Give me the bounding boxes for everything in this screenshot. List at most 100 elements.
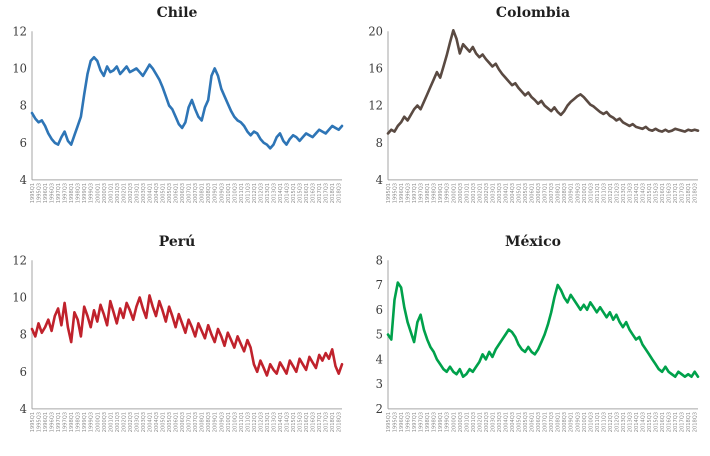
svg-text:1999Q1: 1999Q1	[82, 412, 88, 432]
svg-text:2011Q3: 2011Q3	[245, 183, 251, 203]
svg-text:2003Q1: 2003Q1	[490, 412, 496, 432]
svg-text:2013Q1: 2013Q1	[621, 183, 627, 203]
svg-text:2000Q3: 2000Q3	[102, 412, 108, 432]
svg-text:2004Q3: 2004Q3	[154, 412, 160, 432]
svg-text:2000Q3: 2000Q3	[458, 183, 464, 203]
svg-text:1999Q1: 1999Q1	[82, 183, 88, 203]
svg-text:8: 8	[20, 328, 27, 342]
svg-text:12: 12	[12, 253, 27, 267]
chart-panel-chile: Chile 4 6 8 10 12 1995Q1 1995Q3 1996Q1 1996Q3 199…	[2, 2, 352, 225]
svg-text:2017Q1: 2017Q1	[673, 412, 679, 432]
svg-text:1998Q1: 1998Q1	[425, 183, 431, 203]
svg-text:2002Q1: 2002Q1	[121, 183, 127, 203]
svg-text:2008Q3: 2008Q3	[562, 183, 568, 203]
svg-text:2010Q3: 2010Q3	[588, 183, 594, 203]
svg-text:2017Q1: 2017Q1	[317, 183, 323, 203]
svg-text:1995Q3: 1995Q3	[393, 412, 399, 432]
svg-text:2015Q3: 2015Q3	[298, 183, 304, 203]
svg-text:1999Q3: 1999Q3	[445, 183, 451, 203]
svg-text:2014Q1: 2014Q1	[278, 183, 284, 203]
svg-text:2018Q3: 2018Q3	[337, 183, 343, 203]
svg-text:2010Q3: 2010Q3	[588, 412, 594, 432]
svg-text:2018Q1: 2018Q1	[686, 183, 692, 203]
svg-text:1996Q1: 1996Q1	[43, 412, 49, 432]
svg-text:2009Q3: 2009Q3	[575, 412, 581, 432]
svg-text:2014Q3: 2014Q3	[641, 412, 647, 432]
svg-text:2013Q3: 2013Q3	[272, 412, 278, 432]
svg-text:2001Q3: 2001Q3	[471, 412, 477, 432]
svg-text:2016Q3: 2016Q3	[667, 412, 673, 432]
svg-text:2012Q1: 2012Q1	[252, 412, 258, 432]
svg-text:2010Q1: 2010Q1	[226, 412, 232, 432]
svg-text:2009Q3: 2009Q3	[575, 183, 581, 203]
svg-text:2003Q1: 2003Q1	[490, 183, 496, 203]
svg-text:2017Q3: 2017Q3	[680, 412, 686, 432]
svg-text:1995Q1: 1995Q1	[30, 412, 36, 432]
svg-text:2018Q1: 2018Q1	[330, 412, 336, 432]
svg-text:2012Q1: 2012Q1	[608, 412, 614, 432]
svg-text:2009Q1: 2009Q1	[213, 183, 219, 203]
svg-text:1998Q1: 1998Q1	[69, 183, 75, 203]
svg-text:1999Q3: 1999Q3	[89, 412, 95, 432]
svg-text:1998Q1: 1998Q1	[69, 412, 75, 432]
svg-text:2001Q1: 2001Q1	[464, 183, 470, 203]
svg-text:1995Q3: 1995Q3	[393, 183, 399, 203]
svg-text:4: 4	[376, 352, 383, 366]
svg-text:2016Q3: 2016Q3	[311, 183, 317, 203]
svg-text:2004Q3: 2004Q3	[154, 183, 160, 203]
svg-text:2010Q3: 2010Q3	[232, 183, 238, 203]
svg-text:2004Q3: 2004Q3	[510, 183, 516, 203]
svg-text:2016Q3: 2016Q3	[311, 412, 317, 432]
svg-text:8: 8	[20, 99, 27, 113]
chart-title-peru: Perú	[158, 234, 196, 250]
svg-text:2013Q3: 2013Q3	[628, 183, 634, 203]
svg-text:2002Q3: 2002Q3	[128, 183, 134, 203]
svg-text:1997Q3: 1997Q3	[419, 183, 425, 203]
svg-text:4: 4	[20, 402, 27, 416]
svg-text:1997Q1: 1997Q1	[412, 183, 418, 203]
svg-text:2012Q3: 2012Q3	[258, 412, 264, 432]
svg-text:2015Q3: 2015Q3	[654, 183, 660, 203]
svg-text:1996Q3: 1996Q3	[406, 412, 412, 432]
svg-text:2017Q1: 2017Q1	[673, 183, 679, 203]
svg-text:2005Q1: 2005Q1	[517, 183, 523, 203]
svg-text:2010Q1: 2010Q1	[226, 183, 232, 203]
svg-text:2015Q1: 2015Q1	[291, 412, 297, 432]
svg-text:2009Q1: 2009Q1	[213, 412, 219, 432]
svg-text:8: 8	[376, 136, 383, 150]
svg-text:1999Q3: 1999Q3	[445, 412, 451, 432]
svg-text:2007Q3: 2007Q3	[549, 183, 555, 203]
svg-text:2006Q1: 2006Q1	[530, 183, 536, 203]
svg-text:1996Q3: 1996Q3	[50, 412, 56, 432]
svg-text:2014Q1: 2014Q1	[634, 183, 640, 203]
svg-text:2013Q1: 2013Q1	[265, 183, 271, 203]
svg-text:2005Q1: 2005Q1	[517, 412, 523, 432]
chart-panel-peru: Perú 4 6 8 10 12 1995Q1 1995Q3 1996Q1 1996Q3 1997…	[2, 231, 352, 454]
svg-text:2003Q1: 2003Q1	[134, 412, 140, 432]
svg-text:2008Q1: 2008Q1	[200, 183, 206, 203]
svg-text:2004Q1: 2004Q1	[504, 412, 510, 432]
svg-text:8: 8	[376, 253, 383, 267]
svg-text:2003Q1: 2003Q1	[134, 183, 140, 203]
svg-text:2006Q3: 2006Q3	[536, 183, 542, 203]
svg-text:1999Q1: 1999Q1	[438, 412, 444, 432]
svg-text:2000Q3: 2000Q3	[102, 183, 108, 203]
svg-text:2017Q3: 2017Q3	[324, 183, 330, 203]
svg-text:2007Q1: 2007Q1	[543, 412, 549, 432]
svg-text:2014Q1: 2014Q1	[634, 412, 640, 432]
svg-text:1996Q3: 1996Q3	[50, 183, 56, 203]
svg-text:1998Q3: 1998Q3	[76, 183, 82, 203]
svg-text:2012Q1: 2012Q1	[608, 183, 614, 203]
svg-text:10: 10	[12, 61, 27, 75]
svg-text:2011Q1: 2011Q1	[239, 183, 245, 203]
svg-text:2006Q1: 2006Q1	[530, 412, 536, 432]
svg-text:2007Q1: 2007Q1	[187, 183, 193, 203]
svg-text:12: 12	[12, 24, 27, 38]
svg-text:1999Q1: 1999Q1	[438, 183, 444, 203]
svg-text:5: 5	[376, 328, 383, 342]
svg-text:2008Q3: 2008Q3	[206, 412, 212, 432]
